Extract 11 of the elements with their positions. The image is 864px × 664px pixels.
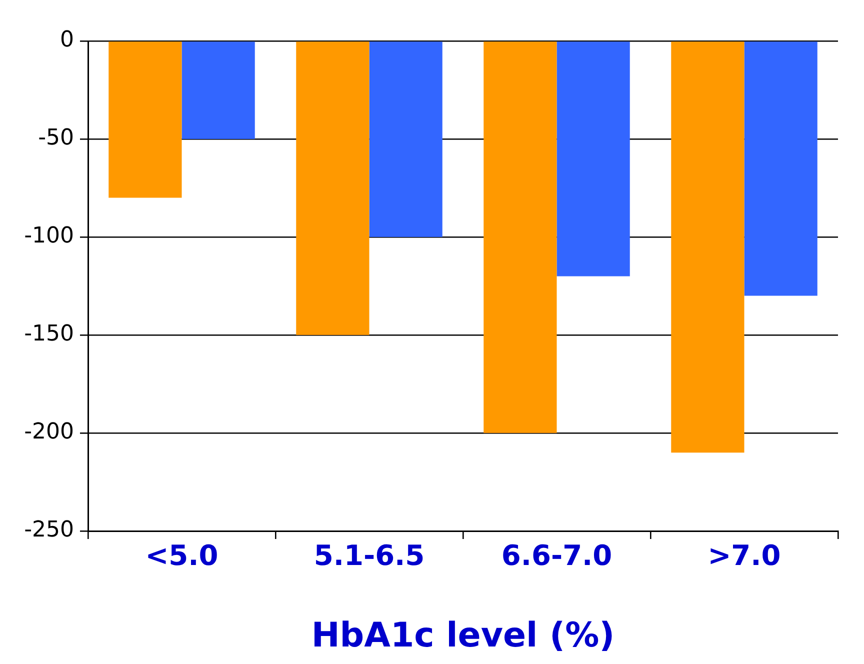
y-tick-label: -200 xyxy=(24,420,74,445)
x-tick-label: >7.0 xyxy=(708,539,781,572)
y-tick-label: -250 xyxy=(24,518,74,543)
x-tick-label: 5.1-6.5 xyxy=(314,539,425,572)
y-tick-label: -150 xyxy=(24,322,74,347)
x-tick-label: 6.6-7.0 xyxy=(501,539,612,572)
y-tick-label: 0 xyxy=(60,28,74,53)
y-tick-label: -50 xyxy=(38,126,74,151)
y-tick-label: -100 xyxy=(24,224,74,249)
x-tick-label: <5.0 xyxy=(145,539,218,572)
x-axis-title: HbA1c level (%) xyxy=(311,615,615,656)
